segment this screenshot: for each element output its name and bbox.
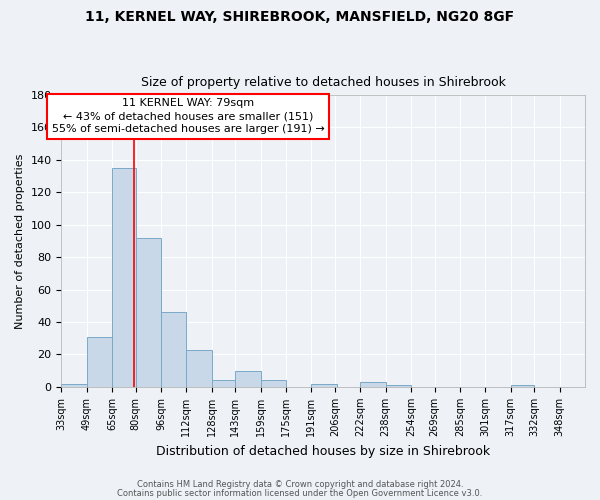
Text: Contains public sector information licensed under the Open Government Licence v3: Contains public sector information licen…: [118, 489, 482, 498]
Bar: [61, 384, 87, 387]
Bar: [511, 386, 535, 387]
Text: Contains HM Land Registry data © Crown copyright and database right 2024.: Contains HM Land Registry data © Crown c…: [137, 480, 463, 489]
Bar: [161, 312, 187, 387]
Bar: [136, 238, 161, 387]
Text: 11, KERNEL WAY, SHIREBROOK, MANSFIELD, NG20 8GF: 11, KERNEL WAY, SHIREBROOK, MANSFIELD, N…: [85, 10, 515, 24]
Y-axis label: Number of detached properties: Number of detached properties: [15, 153, 25, 328]
Bar: [311, 384, 337, 387]
Bar: [235, 370, 261, 387]
Bar: [361, 382, 386, 387]
Bar: [261, 380, 286, 387]
X-axis label: Distribution of detached houses by size in Shirebrook: Distribution of detached houses by size …: [156, 444, 490, 458]
Text: 11 KERNEL WAY: 79sqm
← 43% of detached houses are smaller (151)
55% of semi-deta: 11 KERNEL WAY: 79sqm ← 43% of detached h…: [52, 98, 325, 134]
Bar: [187, 350, 212, 387]
Bar: [212, 380, 235, 387]
Bar: [87, 336, 112, 387]
Bar: [112, 168, 136, 387]
Bar: [386, 386, 411, 387]
Title: Size of property relative to detached houses in Shirebrook: Size of property relative to detached ho…: [141, 76, 506, 90]
